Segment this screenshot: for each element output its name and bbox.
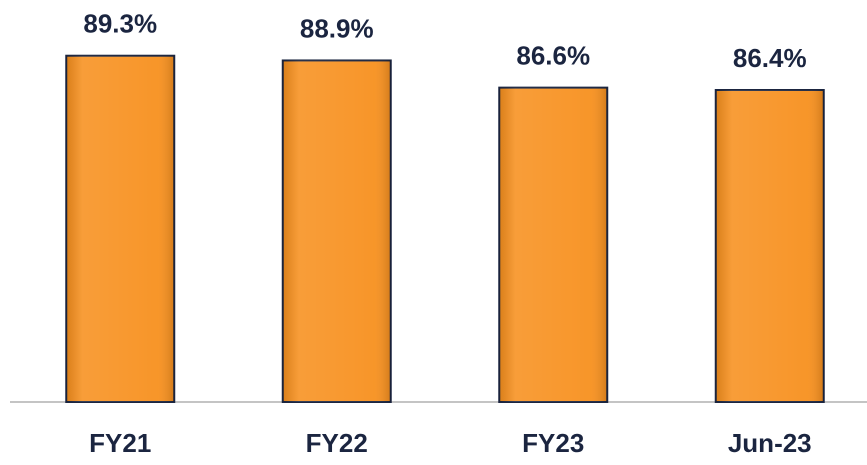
x-tick-label: FY23 — [522, 428, 584, 458]
x-tick-label: Jun-23 — [728, 428, 812, 458]
bar — [281, 59, 392, 403]
value-label: 88.9% — [300, 13, 374, 43]
x-tick-label: FY21 — [89, 428, 151, 458]
value-label: 89.3% — [83, 9, 157, 39]
x-tick-label: FY22 — [306, 428, 368, 458]
bar — [714, 89, 825, 403]
value-label: 86.6% — [516, 41, 590, 71]
value-label: 86.4% — [733, 43, 807, 73]
bar — [65, 54, 176, 404]
bar — [498, 86, 609, 404]
